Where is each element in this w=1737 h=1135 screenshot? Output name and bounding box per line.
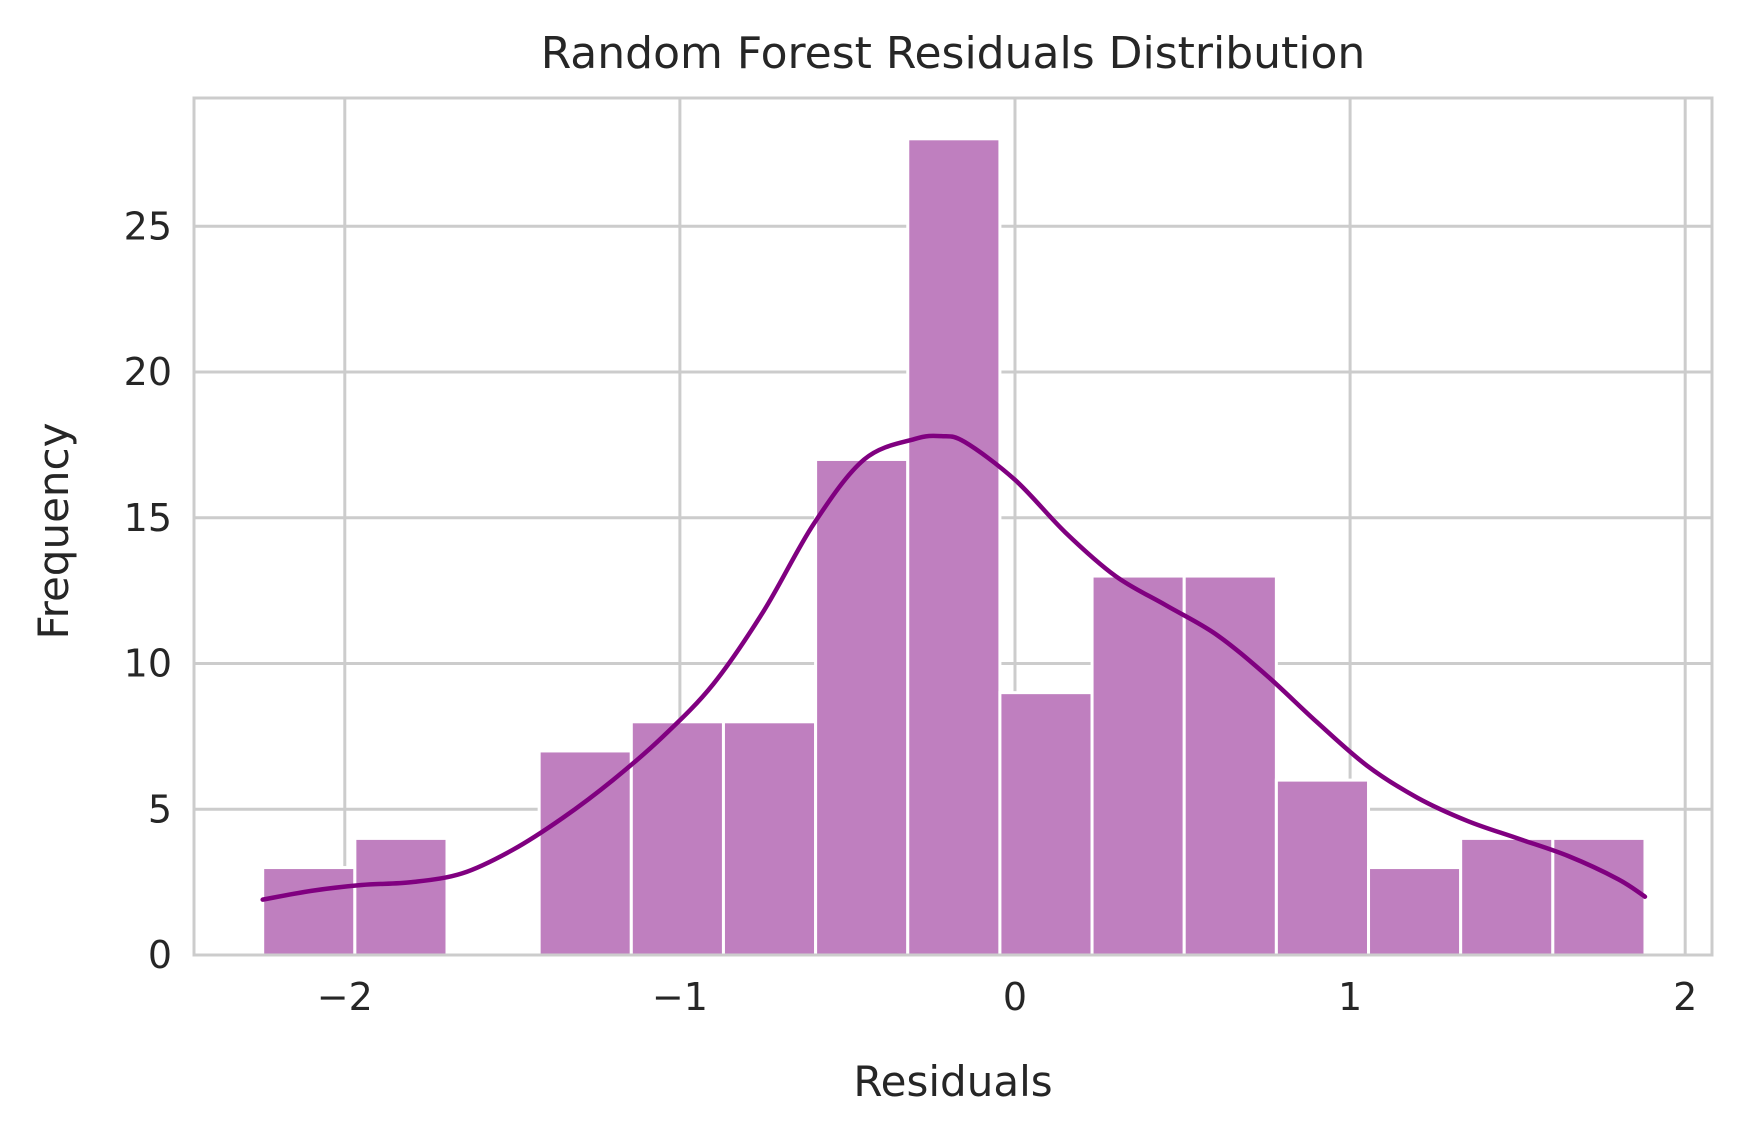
histogram-bar	[1090, 574, 1186, 957]
y-tick-label: 10	[124, 642, 172, 686]
kde-curve-group	[260, 433, 1648, 902]
histogram-bar	[353, 836, 449, 957]
histogram-bar	[814, 457, 910, 957]
y-tick-label: 0	[148, 933, 172, 977]
x-tick-label: −2	[317, 975, 373, 1019]
histogram-bar	[261, 866, 357, 957]
y-tick-label: 20	[124, 350, 172, 394]
histogram-bar	[1274, 778, 1371, 957]
histogram-bar	[1459, 836, 1555, 957]
x-tick-label: −1	[652, 975, 708, 1019]
chart-title: Random Forest Residuals Distribution	[541, 28, 1366, 79]
kde-line	[260, 433, 1648, 902]
histogram-bar	[1182, 574, 1278, 957]
y-axis-label: Frequency	[29, 423, 78, 640]
histogram-bar	[537, 749, 633, 957]
histogram-bar	[629, 720, 725, 957]
y-tick-label: 5	[148, 787, 172, 831]
x-tick-label: 1	[1338, 975, 1362, 1019]
x-axis-label: Residuals	[853, 1057, 1052, 1106]
histogram-bar	[721, 720, 818, 957]
axes-frame	[192, 96, 1714, 957]
y-tick-label: 25	[124, 204, 172, 248]
histogram-bar	[998, 691, 1094, 957]
x-tick-label: 2	[1673, 975, 1697, 1019]
axes-spines	[192, 96, 1714, 957]
histogram-bar	[906, 137, 1002, 957]
x-tick-label: 0	[1003, 975, 1027, 1019]
histogram-bar	[1367, 866, 1463, 957]
y-tick-label: 15	[124, 496, 172, 540]
histogram-bars	[261, 137, 1647, 957]
